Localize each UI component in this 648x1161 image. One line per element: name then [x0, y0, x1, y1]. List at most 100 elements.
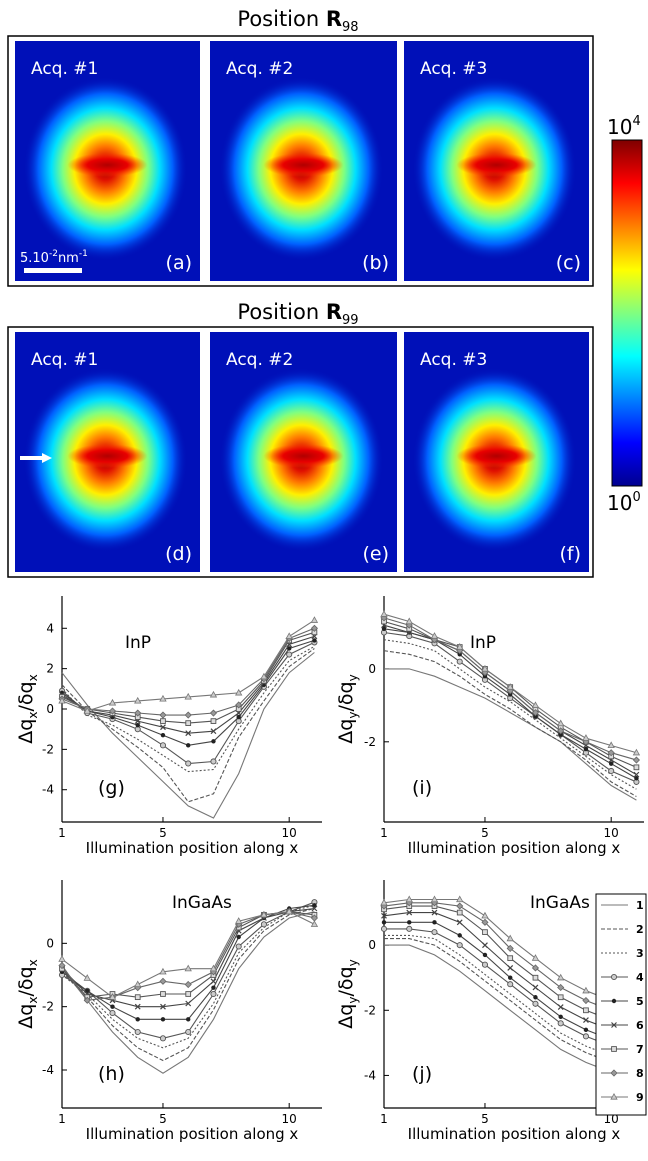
material-label: InGaAs [172, 893, 232, 913]
data-point [583, 1017, 589, 1023]
data-point [430, 895, 439, 903]
data-point [260, 910, 268, 918]
acquisition-label: Acq. #3 [420, 350, 487, 370]
legend: 1 2 3 4 5 6 7 8 9 [595, 893, 647, 1116]
series-markers-8 [58, 624, 318, 719]
series-line-8 [61, 627, 315, 716]
data-point [583, 746, 589, 752]
diffraction-map: Acq. #2 (b) [210, 41, 397, 281]
data-point [58, 696, 66, 704]
series-line-1 [384, 944, 637, 1080]
data-point [482, 942, 488, 949]
y-tick-label: 4 [46, 621, 54, 635]
data-point [184, 964, 192, 972]
series-line-5 [383, 628, 637, 779]
panel-letter: (a) [166, 252, 192, 274]
data-point [380, 898, 388, 906]
data-point [607, 749, 615, 757]
data-point [83, 706, 91, 714]
data-point [431, 929, 438, 936]
data-point [557, 727, 565, 735]
data-point [109, 1009, 116, 1017]
data-point [310, 920, 319, 927]
data-point [159, 742, 167, 749]
data-point [134, 1028, 141, 1036]
series-line-3 [61, 645, 315, 773]
x-axis-label: Illumination position along x [86, 839, 299, 857]
y-axis-label: Δqy/δqy [335, 959, 360, 1028]
scale-bar-label: 5.10-2nm-1 [20, 249, 88, 266]
data-point [236, 934, 241, 940]
data-point [312, 638, 317, 643]
data-point [557, 719, 565, 727]
y-tick-label: 0 [368, 938, 376, 952]
data-point [184, 980, 192, 989]
data-point [611, 1022, 617, 1028]
y-tick-label: -4 [42, 1063, 54, 1077]
y-tick-label: -2 [364, 735, 376, 749]
data-point [108, 698, 117, 706]
diffraction-core [67, 153, 148, 177]
data-point [134, 980, 142, 988]
series-markers-5 [59, 638, 317, 748]
series-line-3 [61, 904, 315, 1049]
x-tick-label: 5 [159, 1112, 167, 1126]
data-point [381, 920, 387, 925]
data-point [159, 694, 167, 702]
acquisition-label: Acq. #2 [226, 59, 293, 79]
data-point [607, 741, 615, 749]
x-tick-label: 1 [58, 826, 66, 840]
data-point [209, 964, 218, 972]
data-point [310, 624, 318, 632]
data-point [456, 942, 463, 949]
data-point [457, 652, 462, 657]
data-point [582, 738, 590, 746]
position-title-98: Position R98 [237, 7, 358, 35]
data-point [185, 1028, 192, 1036]
x-tick-label: 1 [380, 826, 388, 840]
diffraction-core [456, 153, 537, 177]
data-point [58, 955, 66, 962]
panel-letter: (i) [412, 777, 432, 799]
series-line-1 [61, 911, 315, 1074]
data-point [185, 760, 192, 767]
data-point [159, 711, 167, 719]
data-point [160, 991, 166, 997]
data-point [582, 986, 590, 994]
data-point [432, 920, 437, 925]
data-point [481, 664, 489, 672]
x-tick-label: 10 [604, 826, 619, 840]
data-point [456, 658, 463, 665]
data-point [210, 728, 217, 735]
legend-entry: 8 [601, 1067, 644, 1080]
data-point [508, 975, 513, 980]
data-point [507, 981, 514, 988]
data-point [380, 610, 388, 617]
panel-letter: (e) [362, 543, 389, 565]
data-point [235, 917, 243, 924]
colorbar [611, 139, 643, 487]
data-point [235, 688, 243, 696]
data-point [632, 748, 641, 756]
legend-label: 5 [636, 995, 644, 1008]
data-point [632, 756, 640, 764]
data-point [430, 632, 439, 639]
data-point [135, 1017, 140, 1022]
legend-label: 8 [636, 1067, 644, 1080]
data-point [608, 761, 614, 766]
y-axis-label: Δqx/δqx [15, 674, 40, 743]
data-point [236, 714, 241, 720]
diffraction-core [263, 153, 344, 177]
data-point [633, 771, 640, 778]
diffraction-core [67, 444, 148, 468]
legend-entry: 3 [601, 947, 644, 960]
series-markers-4 [380, 629, 640, 785]
position-frame-99 [7, 326, 594, 578]
legend-label: 9 [636, 1091, 644, 1104]
y-tick-label: -2 [42, 742, 54, 756]
data-point [506, 934, 514, 942]
series-line-2 [383, 650, 637, 797]
legend-entry: 2 [601, 923, 644, 936]
